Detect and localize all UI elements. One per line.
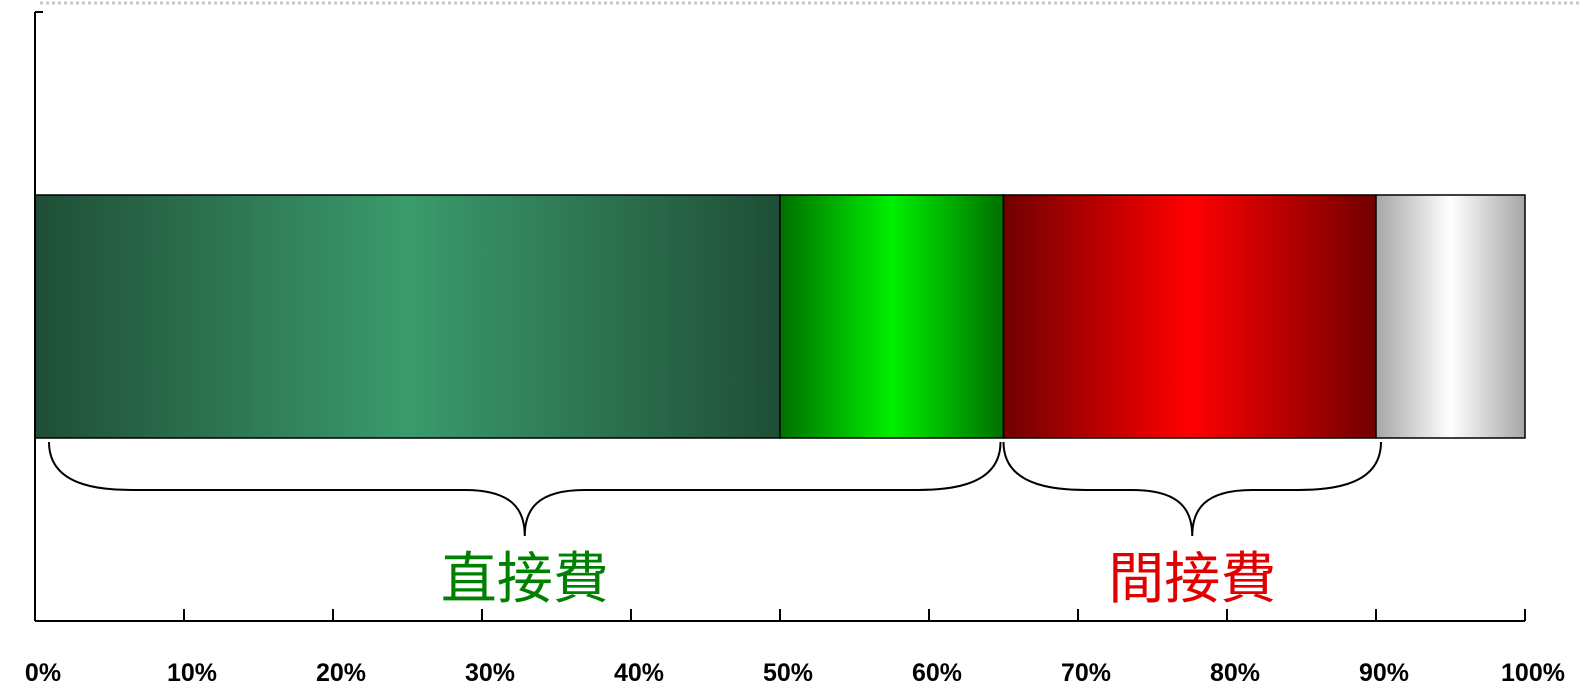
x-tick-label: 90% <box>1359 659 1409 687</box>
x-tick-label: 40% <box>614 659 664 687</box>
x-tick-label: 20% <box>316 659 366 687</box>
bar-segment-3 <box>1002 194 1377 439</box>
x-tick-label: 0% <box>25 659 61 687</box>
bar-segment-1 <box>34 194 781 439</box>
x-tick-label: 80% <box>1210 659 1260 687</box>
x-tick-label: 10% <box>167 659 217 687</box>
bar-segment-4 <box>1375 194 1526 439</box>
x-tick-label: 50% <box>763 659 813 687</box>
bar-segment-2 <box>779 194 1005 439</box>
group-brace-2 <box>1002 441 1382 537</box>
x-tick-label: 30% <box>465 659 515 687</box>
x-tick-label: 100% <box>1501 659 1565 687</box>
x-tick-label: 60% <box>912 659 962 687</box>
group-brace-1 <box>48 441 1002 537</box>
group-label-2: 間接費 <box>1108 547 1276 612</box>
group-label-1: 直接費 <box>441 547 609 612</box>
x-tick-label: 70% <box>1061 659 1111 687</box>
